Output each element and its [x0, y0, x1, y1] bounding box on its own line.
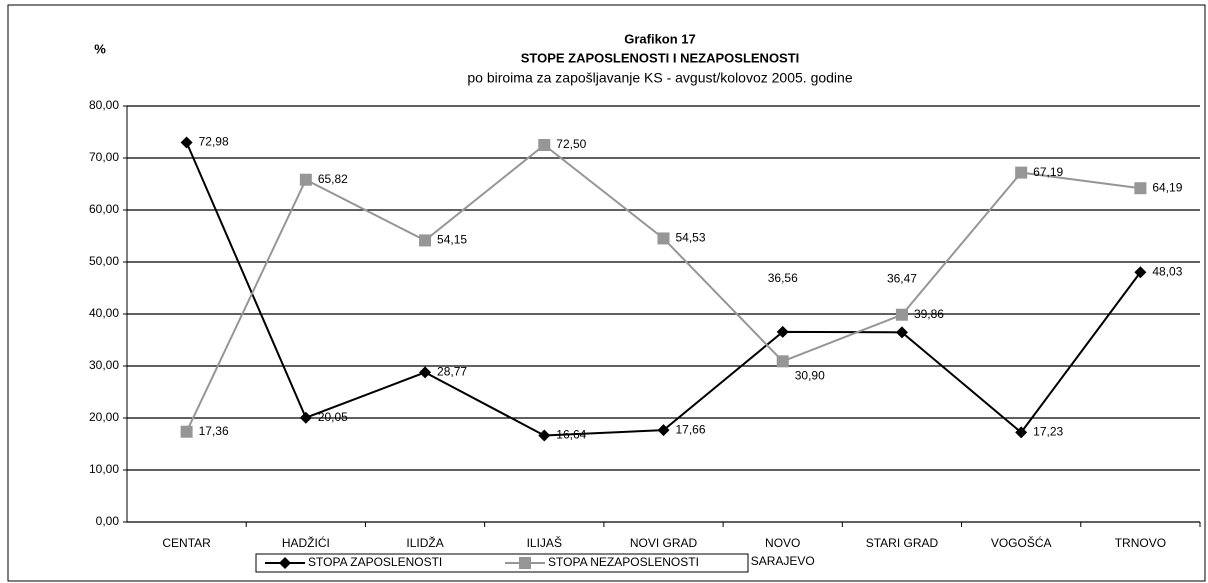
x-tick-label: NOVO SARAJEVO	[751, 536, 815, 568]
data-label: 64,19	[1152, 180, 1182, 194]
x-tick-label: CENTAR	[162, 536, 211, 550]
x-tick-label: VOGOŠĆA	[991, 535, 1052, 550]
data-label: 54,15	[437, 233, 467, 247]
point	[180, 425, 193, 438]
x-tick-label: STARI GRAD	[866, 536, 939, 550]
x-tick-label: TRNOVO	[1115, 536, 1166, 550]
point	[538, 139, 551, 151]
chart-subtitle: po biroima za zapošljavanje KS - avgust/…	[467, 70, 852, 86]
data-label: 54,53	[676, 231, 706, 245]
x-tick-label: ILIJAŠ	[527, 535, 562, 550]
y-tick-label: 50,00	[89, 254, 119, 268]
data-label: 48,03	[1152, 264, 1182, 278]
legend-label: STOPA ZAPOSLENOSTI	[308, 555, 442, 569]
data-label: 16,64	[556, 428, 586, 442]
x-tick-label-line: SARAJEVO	[751, 554, 815, 568]
point	[657, 424, 670, 437]
chart-subtitle-main: STOPE ZAPOSLENOSTI I NEZAPOSLENOSTI	[521, 50, 800, 65]
point	[180, 136, 193, 149]
point	[657, 232, 670, 245]
data-label: 72,98	[199, 135, 229, 149]
y-tick-label: 40,00	[89, 306, 119, 320]
data-label: 67,19	[1033, 165, 1063, 179]
data-label: 28,77	[437, 365, 467, 379]
point	[299, 173, 312, 186]
point	[538, 429, 551, 442]
point	[895, 326, 908, 339]
point	[1015, 426, 1028, 439]
x-tick-label: HADŽIĆI	[282, 535, 330, 550]
point	[895, 308, 908, 321]
data-label: 72,50	[556, 137, 586, 151]
point	[776, 355, 789, 368]
chart-border	[7, 4, 1206, 582]
data-label: 17,66	[676, 422, 706, 436]
data-label: 65,82	[318, 172, 348, 186]
data-label: 39,86	[914, 307, 944, 321]
y-tick-label: 0,00	[96, 514, 120, 528]
chart-title: Grafikon 17	[624, 31, 696, 46]
data-label: 17,36	[199, 424, 229, 438]
y-tick-label: 20,00	[89, 410, 119, 424]
x-tick-label-line: NOVO	[765, 536, 800, 550]
point	[299, 411, 312, 424]
y-tick-label: 70,00	[89, 150, 119, 164]
data-label: 36,56	[768, 271, 798, 285]
legend-marker	[519, 557, 531, 569]
point	[1015, 166, 1028, 179]
x-tick-label: NOVI GRAD	[630, 536, 698, 550]
legend-box	[255, 553, 749, 573]
data-label: 17,23	[1033, 425, 1063, 439]
data-label: 36,47	[887, 272, 917, 286]
point	[419, 234, 432, 247]
y-tick-label: 10,00	[89, 462, 119, 476]
point	[1134, 266, 1147, 279]
y-axis-label: %	[94, 41, 106, 56]
data-label: 30,90	[795, 368, 825, 382]
point	[1134, 182, 1147, 195]
legend-label: STOPA NEZAPOSLENOSTI	[548, 555, 699, 569]
legend-marker	[279, 557, 291, 569]
y-tick-label: 60,00	[89, 202, 119, 216]
point	[776, 325, 789, 338]
point	[419, 366, 432, 379]
y-tick-label: 80,00	[89, 98, 119, 112]
y-tick-label: 30,00	[89, 358, 119, 372]
x-tick-label: ILIDŽA	[406, 535, 443, 550]
data-label: 20,05	[318, 410, 348, 424]
